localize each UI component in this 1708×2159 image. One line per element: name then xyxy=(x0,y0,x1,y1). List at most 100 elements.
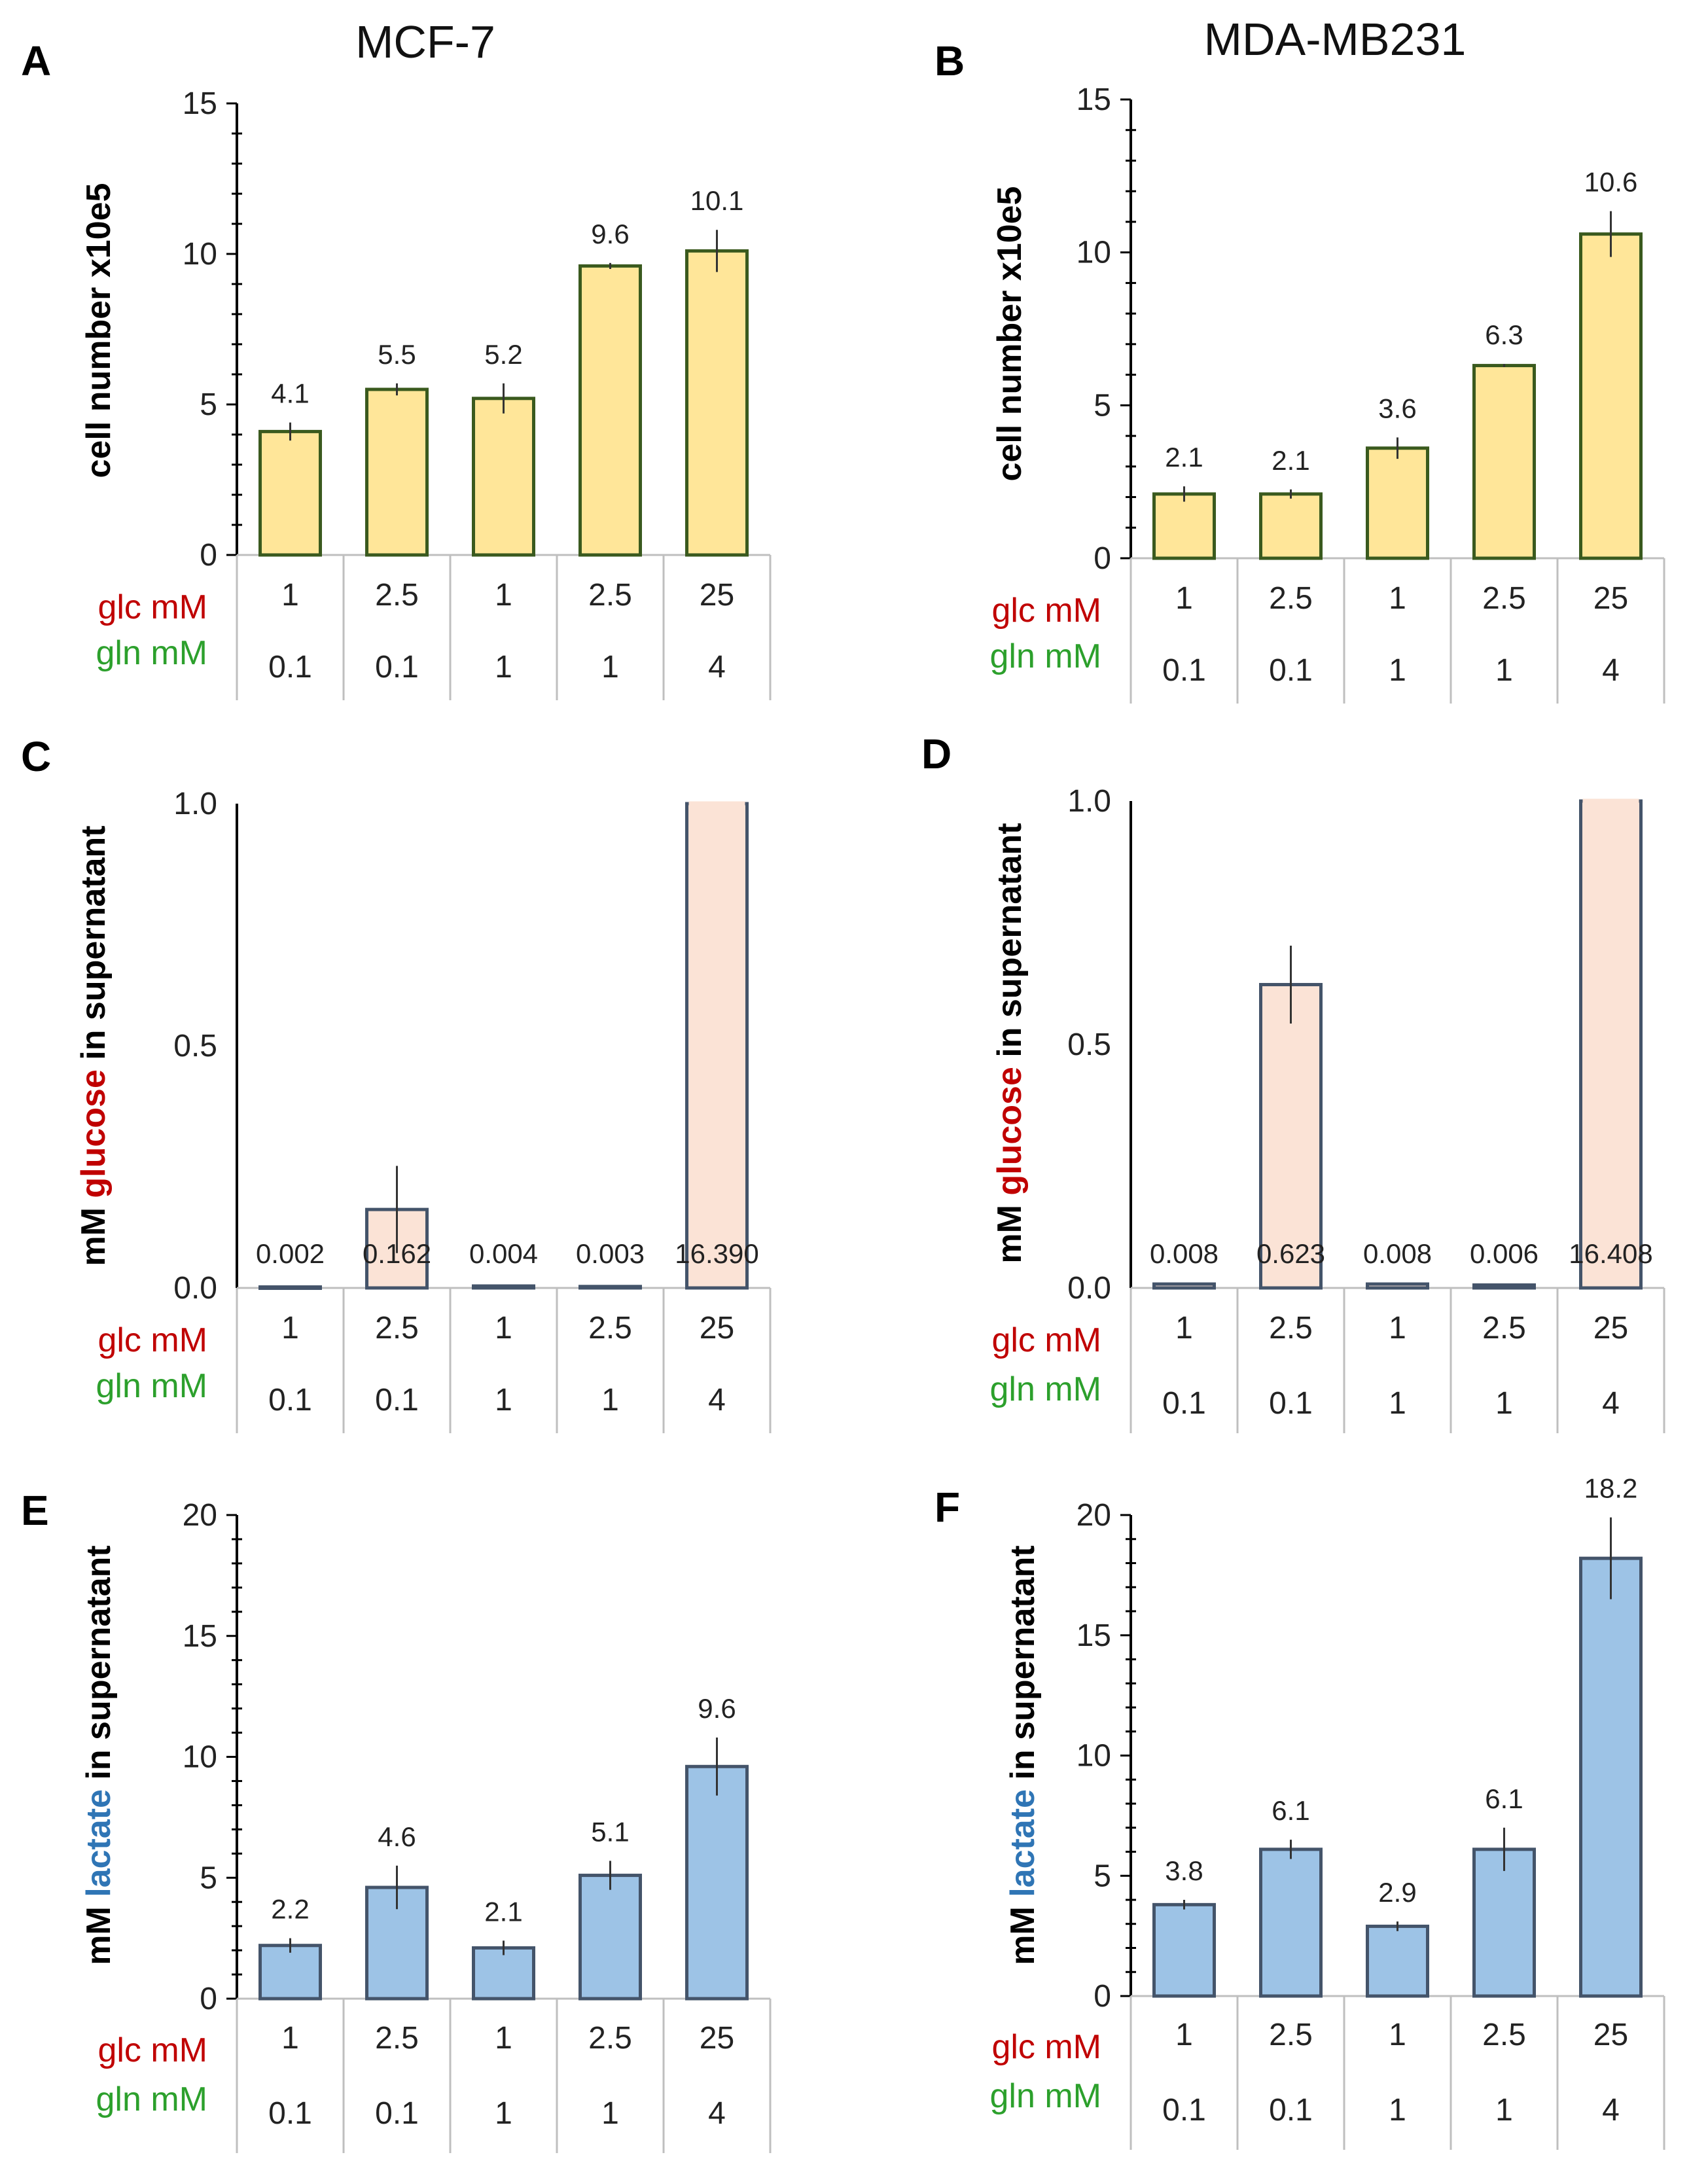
y-tick-label: 0 xyxy=(200,538,217,573)
panel-letter: E xyxy=(21,1487,49,1534)
y-tick-label: 5 xyxy=(1094,1859,1111,1893)
panel-letter: B xyxy=(934,37,965,84)
data-label: 0.008 xyxy=(1150,1238,1219,1269)
panel-letter: C xyxy=(21,733,51,780)
table-gln-value: 1 xyxy=(495,650,512,685)
y-axis-title: mM glucose in supernatant xyxy=(991,823,1029,1263)
panel-B: B 0 5 10 15 cell number x10e5 2.1 1 0.1 2.1 2.5 0.1… xyxy=(934,37,1665,704)
data-label: 3.6 xyxy=(1378,393,1416,423)
y-axis-title: mM glucose in supernatant xyxy=(75,825,113,1266)
table-glc-value: 2.5 xyxy=(588,1311,632,1346)
y-axis-title: cell number x10e5 xyxy=(991,187,1029,482)
y-axis-title-part: mM xyxy=(1004,1897,1042,1965)
row-label-gln: gln mM xyxy=(96,634,207,672)
bar xyxy=(685,802,749,1290)
table-glc-value: 25 xyxy=(1593,1311,1628,1346)
y-axis-title-part: mM xyxy=(80,1897,118,1965)
y-tick-label: 0.0 xyxy=(1067,1271,1111,1306)
bar xyxy=(1472,364,1536,560)
panel-C: C 0.0 0.5 1.0 mM glucose in supernatant 0.002… xyxy=(21,733,772,1433)
table-glc-value: 1 xyxy=(1175,1311,1193,1346)
row-label-gln: gln mM xyxy=(990,637,1101,675)
panel-F: F 0 5 10 15 20 mM lactate in supernatant 3.8 1 0.… xyxy=(934,1473,1665,2150)
bar xyxy=(1579,232,1643,560)
y-tick-label: 15 xyxy=(1076,1618,1111,1653)
table-glc-value: 2.5 xyxy=(375,1311,419,1346)
table-gln-value: 0.1 xyxy=(375,2096,419,2131)
table-glc-value: 25 xyxy=(700,1311,734,1346)
row-label-glc: glc mM xyxy=(98,1321,207,1359)
y-axis-title-part: glucose xyxy=(75,1069,113,1198)
data-label: 0.003 xyxy=(576,1238,645,1269)
data-label: 5.5 xyxy=(378,339,416,370)
data-label: 10.1 xyxy=(690,185,744,216)
table-gln-value: 0.1 xyxy=(268,1383,312,1418)
table-glc-value: 2.5 xyxy=(1482,1311,1526,1346)
y-tick-label: 0.0 xyxy=(173,1271,217,1306)
y-axis-title-part: mM xyxy=(75,1198,113,1266)
table-gln-value: 1 xyxy=(1495,2093,1513,2128)
table-gln-value: 1 xyxy=(601,2096,619,2131)
table-gln-value: 4 xyxy=(708,650,726,685)
data-label: 9.6 xyxy=(591,219,629,249)
bar xyxy=(685,1764,749,2001)
table-gln-value: 0.1 xyxy=(375,650,419,685)
data-label: 0.008 xyxy=(1363,1238,1432,1269)
y-tick-label: 0 xyxy=(200,1982,217,2016)
table-gln-value: 1 xyxy=(601,650,619,685)
table-gln-value: 1 xyxy=(1495,1386,1513,1421)
table-gln-value: 1 xyxy=(1389,653,1406,688)
bar xyxy=(1152,492,1216,560)
table-gln-value: 1 xyxy=(495,2096,512,2131)
data-label: 6.1 xyxy=(1272,1795,1309,1826)
table-gln-value: 0.1 xyxy=(375,1383,419,1418)
data-label: 6.1 xyxy=(1485,1783,1523,1814)
table-glc-value: 2.5 xyxy=(1269,1311,1313,1346)
data-label: 3.8 xyxy=(1165,1855,1203,1886)
column-title-mdamb231: MDA-MB231 xyxy=(1204,14,1467,65)
data-label: 2.9 xyxy=(1378,1877,1416,1908)
table-glc-value: 25 xyxy=(700,578,734,613)
row-label-glc: glc mM xyxy=(991,1321,1101,1359)
data-label: 0.162 xyxy=(363,1238,431,1269)
data-label: 9.6 xyxy=(698,1693,736,1724)
table-glc-value: 2.5 xyxy=(588,578,632,613)
y-axis-title-part: in supernatant xyxy=(1004,1545,1042,1789)
y-axis-title-part: in supernatant xyxy=(80,1545,118,1789)
y-axis-title-part: lactate xyxy=(1004,1789,1042,1897)
y-tick-label: 15 xyxy=(1076,82,1111,117)
row-label-gln: gln mM xyxy=(96,2080,207,2118)
bar xyxy=(258,1285,322,1291)
bar xyxy=(1472,1847,1536,1998)
y-axis-title-part: in supernatant xyxy=(75,825,113,1069)
bar xyxy=(258,429,322,557)
data-label: 6.3 xyxy=(1485,319,1523,350)
y-axis-title-part: in supernatant xyxy=(991,823,1029,1067)
y-tick-label: 20 xyxy=(1076,1498,1111,1533)
bar xyxy=(1579,799,1643,1290)
data-label: 4.6 xyxy=(378,1821,416,1852)
data-label: 5.2 xyxy=(484,339,522,370)
table-gln-value: 4 xyxy=(1602,2093,1620,2128)
table-gln-value: 0.1 xyxy=(1269,2093,1313,2128)
bar xyxy=(1259,1847,1323,1998)
data-label: 2.1 xyxy=(1272,445,1309,476)
bar xyxy=(258,1944,322,2001)
y-tick-label: 15 xyxy=(183,1619,217,1654)
y-tick-label: 1.0 xyxy=(1067,784,1111,819)
panel-letter: F xyxy=(934,1484,960,1531)
row-label-glc: glc mM xyxy=(98,588,207,626)
y-tick-label: 5 xyxy=(200,387,217,422)
table-gln-value: 0.1 xyxy=(1162,653,1206,688)
table-glc-value: 1 xyxy=(281,1311,299,1346)
bar xyxy=(472,1284,535,1290)
table-glc-value: 1 xyxy=(1175,581,1193,616)
bar xyxy=(578,264,642,557)
panel-letter: D xyxy=(921,730,952,777)
y-tick-label: 15 xyxy=(183,86,217,121)
bar xyxy=(1366,446,1429,560)
table-glc-value: 1 xyxy=(495,2021,512,2056)
